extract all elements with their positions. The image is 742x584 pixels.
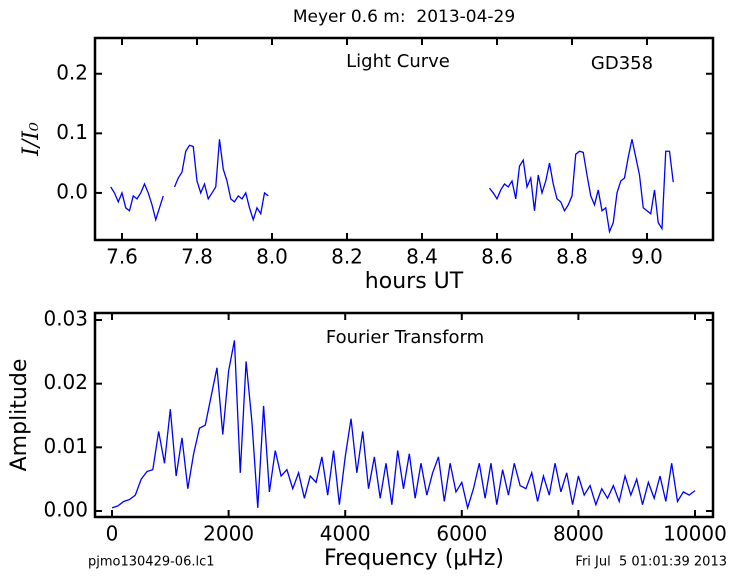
x-tick-label: 7.8 (181, 245, 213, 269)
data-line (111, 340, 696, 511)
annotation: GD358 (591, 53, 653, 74)
plot-frame (93, 311, 715, 519)
y-tick-label: 0.01 (43, 434, 88, 458)
footer-right: Fri Jul 5 01:01:39 2013 (575, 555, 727, 570)
x-tick-label: 8.4 (406, 245, 438, 269)
x-tick-label: 8.8 (556, 245, 588, 269)
x-tick-label: 8.2 (331, 245, 363, 269)
annotation: Light Curve (346, 51, 450, 72)
y-tick-label: 0.03 (43, 307, 88, 331)
x-tick-label: 0 (106, 522, 119, 546)
y-tick-label: 0.2 (56, 60, 88, 84)
x-tick-label: 2000 (203, 522, 254, 546)
x-tick-label: 8.6 (481, 245, 513, 269)
y-axis-label: I/I₀ (19, 122, 44, 157)
y-tick-label: 0.1 (56, 120, 88, 144)
x-tick-label: 6000 (436, 522, 487, 546)
x-tick-label: 7.6 (106, 245, 138, 269)
y-tick-label: 0.00 (43, 498, 88, 522)
y-tick-label: 0.02 (43, 370, 88, 394)
x-axis-label: hours UT (365, 269, 464, 294)
x-tick-label: 8000 (553, 522, 604, 546)
x-axis-label: Frequency (μHz) (324, 546, 504, 571)
x-tick-label: 8.0 (256, 245, 288, 269)
y-tick-label: 0.0 (56, 179, 88, 203)
page-title: Meyer 0.6 m: 2013-04-29 (293, 7, 515, 27)
annotation: Fourier Transform (326, 327, 484, 348)
footer-left: pjmo130429-06.lc1 (88, 555, 215, 570)
x-tick-label: 4000 (320, 522, 371, 546)
plot-frame (93, 36, 715, 242)
y-axis-label: Amplitude (7, 359, 32, 472)
x-tick-label: 9.0 (631, 245, 663, 269)
data-line (110, 139, 674, 235)
x-tick-label: 10000 (663, 522, 727, 546)
